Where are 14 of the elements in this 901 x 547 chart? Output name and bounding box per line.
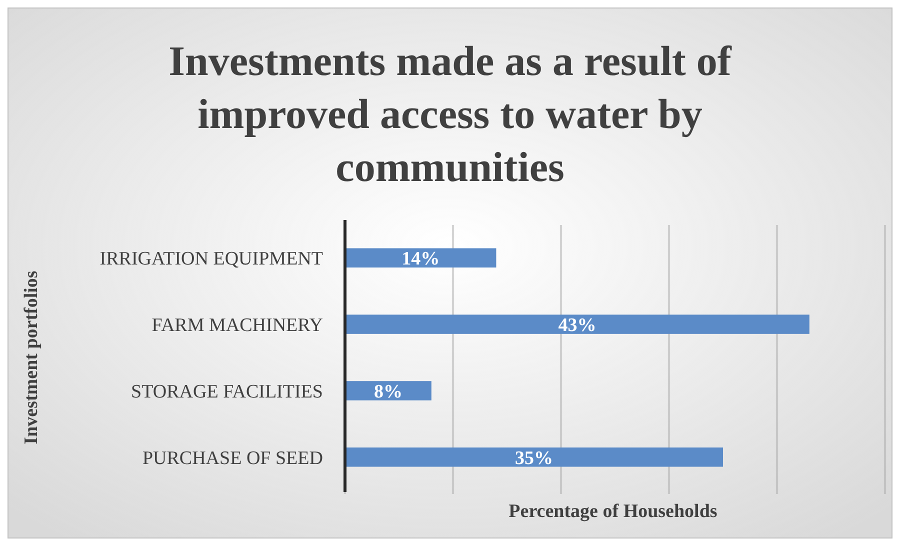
data-label: 43%: [558, 314, 596, 336]
data-label: 35%: [515, 448, 553, 469]
bar: [345, 447, 723, 467]
y-tick-label: PURCHASE OF SEED: [142, 448, 323, 469]
bar: [345, 314, 810, 334]
bar: [345, 248, 496, 268]
chart-title: Investments made as a result of improved access to water by communities: [168, 39, 732, 191]
data-label: 14%: [402, 248, 440, 270]
y-tick-label: FARM MACHINERY: [152, 314, 324, 336]
y-axis-title: Investment portfolios: [21, 270, 42, 444]
data-label: 8%: [374, 381, 402, 402]
y-tick-label: IRRIGATION EQUIPMENT: [100, 248, 324, 270]
y-tick-label: STORAGE FACILITIES: [131, 381, 323, 402]
x-axis-title: Percentage of Households: [508, 501, 718, 522]
